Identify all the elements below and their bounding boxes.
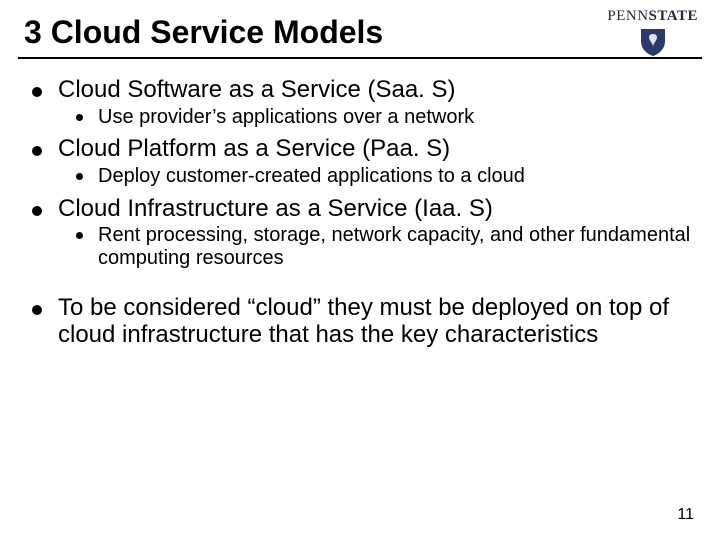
sub-list: Use provider’s applications over a netwo… xyxy=(58,106,692,128)
list-item: Cloud Infrastructure as a Service (Iaa. … xyxy=(28,196,692,270)
list-item: Cloud Platform as a Service (Paa. S) Dep… xyxy=(28,136,692,187)
bullet-list: Cloud Software as a Service (Saa. S) Use… xyxy=(28,77,692,269)
sub-list-item-text: Use provider’s applications over a netwo… xyxy=(98,106,474,128)
sub-list-item: Deploy customer-created applications to … xyxy=(58,165,692,187)
slide: PENNSTATE 3 Cloud Service Models Cloud S… xyxy=(0,0,720,540)
list-item-text: To be considered “cloud” they must be de… xyxy=(58,294,669,348)
list-item-text: Cloud Platform as a Service (Paa. S) xyxy=(58,135,450,162)
list-item-text: Cloud Infrastructure as a Service (Iaa. … xyxy=(58,195,493,222)
page-number: 11 xyxy=(677,506,694,524)
bullet-list: To be considered “cloud” they must be de… xyxy=(28,295,692,349)
sub-list: Rent processing, storage, network capaci… xyxy=(58,224,692,269)
slide-header: 3 Cloud Service Models xyxy=(0,0,720,57)
list-item-text: Cloud Software as a Service (Saa. S) xyxy=(58,76,456,103)
sub-list: Deploy customer-created applications to … xyxy=(58,165,692,187)
sub-list-item: Rent processing, storage, network capaci… xyxy=(58,224,692,269)
sub-list-item-text: Rent processing, storage, network capaci… xyxy=(98,224,690,268)
slide-title: 3 Cloud Service Models xyxy=(24,14,696,57)
spacer xyxy=(28,277,692,295)
slide-body: Cloud Software as a Service (Saa. S) Use… xyxy=(0,59,720,349)
sub-list-item: Use provider’s applications over a netwo… xyxy=(58,106,692,128)
list-item: Cloud Software as a Service (Saa. S) Use… xyxy=(28,77,692,128)
sub-list-item-text: Deploy customer-created applications to … xyxy=(98,165,525,187)
list-item: To be considered “cloud” they must be de… xyxy=(28,295,692,349)
